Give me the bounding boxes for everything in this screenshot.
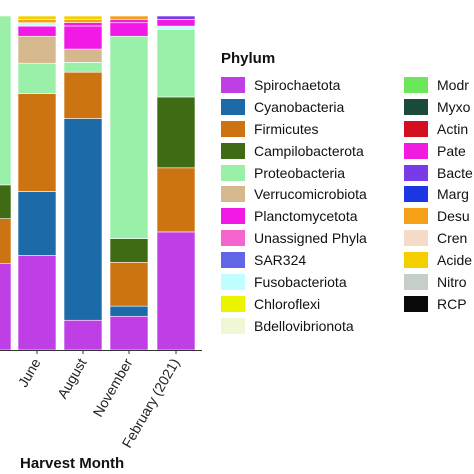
legend-swatch <box>221 252 245 269</box>
legend-swatch <box>221 230 245 247</box>
bar-segment-fusobacteriota-1 <box>17 22 57 27</box>
legend-swatch <box>221 77 245 93</box>
bar-segment-verrucomicrobiota-1 <box>17 35 57 64</box>
bar-segment-spirochaetota-4 <box>156 231 196 351</box>
legend-label: Modr <box>437 77 469 93</box>
bar-segment-proteobacteria-2 <box>63 61 103 73</box>
legend-swatch <box>404 230 428 247</box>
bar-segment-campilobacterota-3 <box>109 238 149 263</box>
bar-segment-cyanobacteria-3 <box>109 305 149 317</box>
legend-swatch <box>404 77 428 93</box>
x-axis-title: Harvest Month <box>20 455 125 472</box>
legend-swatch <box>221 142 245 159</box>
bar-segment-firmicutes-0 <box>0 218 12 264</box>
bar-segment-campilobacterota-0 <box>0 184 12 219</box>
bar-segment-bacte-4 <box>156 15 196 20</box>
legend-swatch <box>221 317 245 334</box>
bar-segment-spirochaetota-0 <box>0 263 12 351</box>
legend-label: Actin <box>437 120 469 137</box>
bar-segment-desu-3 <box>109 15 149 20</box>
bar-segment-planctomycetota-1 <box>17 25 57 37</box>
legend-label: Chloroflexi <box>254 295 321 312</box>
bar-segment-proteobacteria-3 <box>109 35 149 239</box>
legend-label: Acide <box>437 252 473 269</box>
x-tick-label-3: November <box>89 355 135 419</box>
legend-swatch <box>221 98 245 115</box>
legend-swatch <box>404 120 428 137</box>
legend-label: Bacte <box>437 164 473 181</box>
bar-segment-proteobacteria-4 <box>156 29 196 98</box>
legend-swatch <box>404 295 428 312</box>
bar-segment-planctomycetota-3 <box>109 22 149 37</box>
legend-label: Marg <box>437 186 469 203</box>
legend-label: Fusobacteriota <box>254 274 347 291</box>
legend-label: Spirochaetota <box>254 77 341 93</box>
bar-segment-acide-2 <box>63 15 103 20</box>
bar-segment-acide-1 <box>17 15 57 20</box>
x-ticks-layer: bruary (2020)JuneAugustNovemberFebruary … <box>15 350 183 450</box>
legend-swatch <box>404 98 428 115</box>
legend-swatch <box>221 164 245 181</box>
bar-segment-cyanobacteria-1 <box>17 191 57 256</box>
x-tick-label-2: August <box>54 355 90 401</box>
bar-segment-firmicutes-4 <box>156 167 196 233</box>
legend-label: Cyanobacteria <box>254 98 345 115</box>
bar-segment-planctomycetota-2 <box>63 25 103 50</box>
legend-swatch <box>221 208 245 225</box>
legend-label: Unassigned Phyla <box>254 230 367 247</box>
legend-label: Verrucomicrobiota <box>254 186 367 203</box>
bar-segment-firmicutes-1 <box>17 93 57 192</box>
legend-swatch <box>404 274 428 291</box>
legend-label: Campilobacterota <box>254 142 364 159</box>
legend-swatch <box>404 164 428 181</box>
legend-label: RCP <box>437 295 467 312</box>
legend-label: Firmicutes <box>254 120 319 137</box>
legend-swatch <box>404 208 428 225</box>
bar-segment-desu-1 <box>17 19 57 24</box>
legend-label: Bdellovibrionota <box>254 317 354 334</box>
bar-segment-cyanobacteria-2 <box>63 118 103 321</box>
bar-segment-spirochaetota-3 <box>109 315 149 351</box>
bar-segment-campilobacterota-4 <box>156 96 196 169</box>
legend-label: Desu <box>437 208 470 225</box>
legend-swatch <box>221 295 245 312</box>
legend-label: Proteobacteria <box>254 164 346 181</box>
legend-swatch <box>404 252 428 269</box>
legend-label: SAR324 <box>254 252 307 269</box>
bar-segment-proteobacteria-1 <box>17 62 57 94</box>
bar-segment-proteobacteria-0 <box>0 15 12 186</box>
bar-segment-firmicutes-2 <box>63 71 103 119</box>
legend-label: Pate <box>437 142 466 159</box>
legend-title: Phylum <box>221 50 276 67</box>
bar-segment-spirochaetota-2 <box>63 319 103 351</box>
legend-label: Cren <box>437 230 468 247</box>
legend-swatch <box>221 274 245 291</box>
bar-segment-pate-4 <box>156 19 196 27</box>
legend-swatch <box>221 120 245 137</box>
legend-swatch <box>221 186 245 203</box>
legend-swatch <box>404 142 428 159</box>
bar-segment-fusobacteriota-4 <box>156 25 196 30</box>
legend-label: Nitro <box>437 274 467 291</box>
legend-swatch <box>404 186 428 203</box>
bar-segment-pate-2 <box>63 22 103 27</box>
bar-segment-firmicutes-3 <box>109 261 149 307</box>
bar-segment-spirochaetota-1 <box>17 255 57 351</box>
bar-segment-verrucomicrobiota-2 <box>63 48 103 63</box>
bar-segment-desu-2 <box>63 19 103 23</box>
legend-label: Planctomycetota <box>254 208 358 225</box>
bars-layer <box>0 15 196 351</box>
bar-segment-pate-3 <box>109 19 149 24</box>
legend-label: Myxo <box>437 98 471 115</box>
x-tick-label-1: June <box>15 355 44 389</box>
